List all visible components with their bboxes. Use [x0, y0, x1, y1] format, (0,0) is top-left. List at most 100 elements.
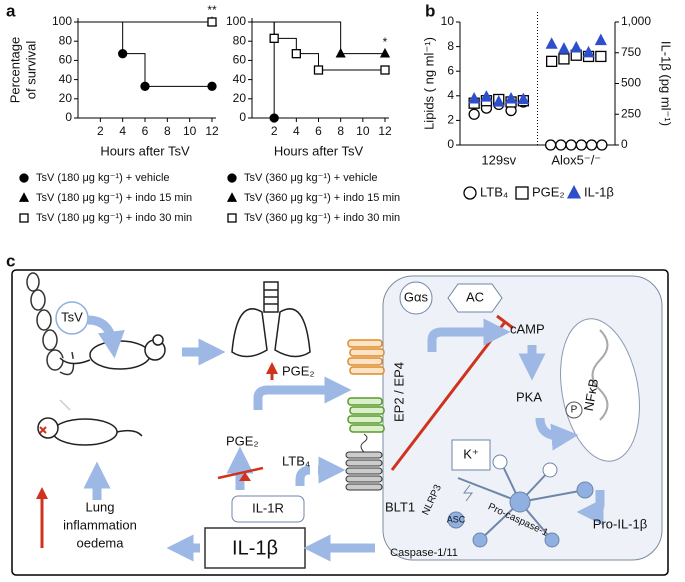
y-tick-label: 20: [233, 91, 247, 105]
seesaw-pivot: [239, 472, 251, 481]
arrow: [295, 465, 311, 486]
shape: [509, 491, 531, 513]
y-tick-label: 20: [59, 91, 73, 105]
marker: [335, 47, 346, 58]
diagram-label: Lung: [86, 499, 115, 514]
y-tick-label: 60: [59, 53, 73, 67]
marker: [380, 65, 390, 75]
x-tick-label: 12: [378, 124, 392, 138]
panel-label: b: [425, 1, 435, 20]
x-tick-label: 129sv: [481, 152, 516, 167]
annotation: *: [383, 35, 388, 49]
diagram-label: NFκB: [581, 378, 601, 413]
marker: [544, 139, 557, 151]
arrow: [253, 376, 352, 410]
arrow: [87, 315, 125, 359]
shape: [345, 467, 383, 475]
y-tick-label: 100: [226, 14, 246, 28]
y2-tick-label: 1,000: [621, 14, 651, 28]
legend-marker: [19, 213, 29, 223]
diagram-label: cAMP: [510, 321, 545, 336]
marker: [517, 92, 530, 105]
marker: [595, 50, 607, 63]
legend-label: TsV (360 μg kg⁻¹) + indo 30 min: [244, 212, 400, 224]
shape: [457, 459, 586, 541]
diagram-label: Pro-IL-1β: [593, 516, 647, 531]
shape: [347, 397, 383, 406]
arrow: [427, 318, 511, 352]
shape: [26, 272, 40, 292]
shape: [42, 329, 58, 351]
shape: [36, 309, 52, 331]
y2-axis-label: IL-1β (pg ml⁻¹): [659, 41, 674, 126]
legend-label: TsV (360 μg kg⁻¹) + indo 15 min: [244, 192, 400, 204]
marker: [207, 17, 217, 27]
marker: [558, 53, 570, 65]
diagram-label: TsV: [61, 309, 83, 324]
shape: [345, 483, 383, 491]
ep-receptors: [347, 339, 385, 433]
legend-label: TsV (180 μg kg⁻¹) + indo 30 min: [36, 212, 192, 224]
shape: [46, 349, 64, 371]
dead-mouse: [37, 399, 143, 446]
y-tick-label: 100: [52, 14, 72, 28]
diagram-label: IL-1β: [232, 537, 278, 559]
y-axis-label: of survival: [23, 41, 38, 100]
shape: [345, 459, 383, 467]
marker: [575, 139, 588, 151]
shape: [30, 289, 46, 311]
shape: [492, 454, 508, 470]
survival-line: [252, 21, 385, 71]
x-tick-label: 6: [142, 124, 149, 138]
marker: [557, 42, 571, 54]
marker: [555, 139, 567, 151]
legend-label: IL-1β: [584, 184, 614, 199]
marker: [291, 49, 301, 59]
y2-tick-label: 250: [621, 106, 641, 120]
shape: [360, 433, 368, 453]
marker: [207, 81, 217, 91]
marker: [118, 49, 128, 59]
diagram-label: oedema: [77, 535, 125, 550]
marker: [269, 33, 279, 43]
y-tick-label: 40: [233, 72, 247, 86]
diagram-label: ASC: [447, 514, 466, 524]
shape: [274, 308, 311, 358]
shape: [264, 289, 278, 305]
legend-marker: [515, 186, 529, 200]
annotation: **: [207, 3, 217, 17]
shape: [349, 366, 385, 375]
legend-marker: [226, 192, 238, 202]
y-tick-label: 60: [233, 53, 247, 67]
x-tick-label: 2: [271, 124, 278, 138]
shape: [345, 451, 383, 459]
shape: [345, 475, 383, 483]
bolt: [463, 484, 473, 502]
shape: [472, 532, 488, 548]
legend-marker: [227, 173, 237, 183]
diagram-label: Caspase-1/11: [390, 547, 458, 559]
legend-label: TsV (180 μg kg⁻¹) + indo 15 min: [36, 192, 192, 204]
x-axis-label: Hours after TsV: [100, 143, 190, 158]
shape: [347, 357, 383, 366]
x-tick-label: 8: [164, 124, 171, 138]
shape: [59, 399, 71, 411]
legend-marker: [566, 185, 582, 199]
shape: [59, 351, 75, 376]
survival-line: [252, 21, 385, 55]
y-tick-label: 10: [441, 14, 455, 28]
shape: [349, 348, 385, 357]
y-tick-label: 4: [447, 88, 454, 102]
marker: [480, 90, 493, 102]
shape: [152, 334, 164, 346]
shape: [116, 429, 143, 437]
marker: [468, 91, 481, 104]
diagram-label: EP2 / EP4: [391, 362, 406, 422]
y-tick-label: 40: [59, 72, 73, 86]
arrow: [535, 417, 579, 451]
shape: [349, 406, 385, 415]
shape: [447, 511, 465, 529]
il1b-box: [204, 527, 306, 569]
diagram-label: PGE₂: [282, 363, 315, 378]
y-axis-label: Percentage: [7, 37, 22, 104]
